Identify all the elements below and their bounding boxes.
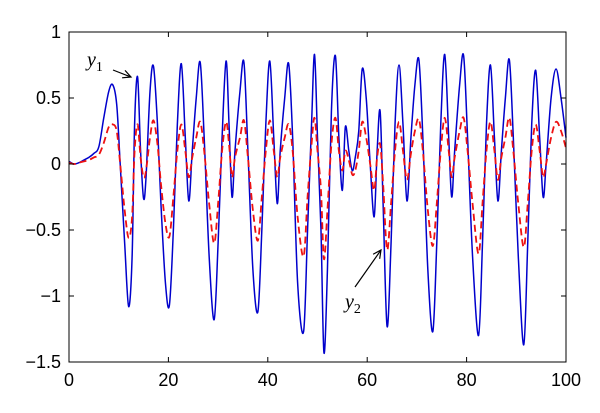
annotation-arrowhead-2 xyxy=(372,248,382,259)
y-tick-label: −0.5 xyxy=(25,220,61,240)
x-tick-label: 20 xyxy=(158,370,178,390)
annotation-subscript-1: 1 xyxy=(96,60,103,75)
y-tick-label: 0.5 xyxy=(36,88,61,108)
series-layer xyxy=(68,53,567,354)
y-tick-label: −1.5 xyxy=(25,352,61,372)
series-line-1 xyxy=(68,53,567,354)
annotation-arrow-1 xyxy=(112,69,132,78)
x-tick-label: 100 xyxy=(551,370,581,390)
plot-frame xyxy=(68,31,567,363)
annotation-subscript-2: 2 xyxy=(354,302,361,317)
tick-layer: 0 20 40 60 80 100 1 0.5 0 −0.5 −1 −1.5 xyxy=(25,22,581,390)
y-tick-label: 1 xyxy=(51,22,61,42)
series-line-2 xyxy=(68,116,567,260)
annotation-arrow-2 xyxy=(354,249,382,288)
y-tick-label: −1 xyxy=(40,286,61,306)
plot-area xyxy=(69,32,566,362)
x-tick-label: 60 xyxy=(357,370,377,390)
x-tick-label: 40 xyxy=(258,370,278,390)
x-tick-label: 0 xyxy=(64,370,74,390)
y-tick-label: 0 xyxy=(51,154,61,174)
x-tick-label: 80 xyxy=(457,370,477,390)
annotation-arrowhead-1 xyxy=(122,69,133,79)
